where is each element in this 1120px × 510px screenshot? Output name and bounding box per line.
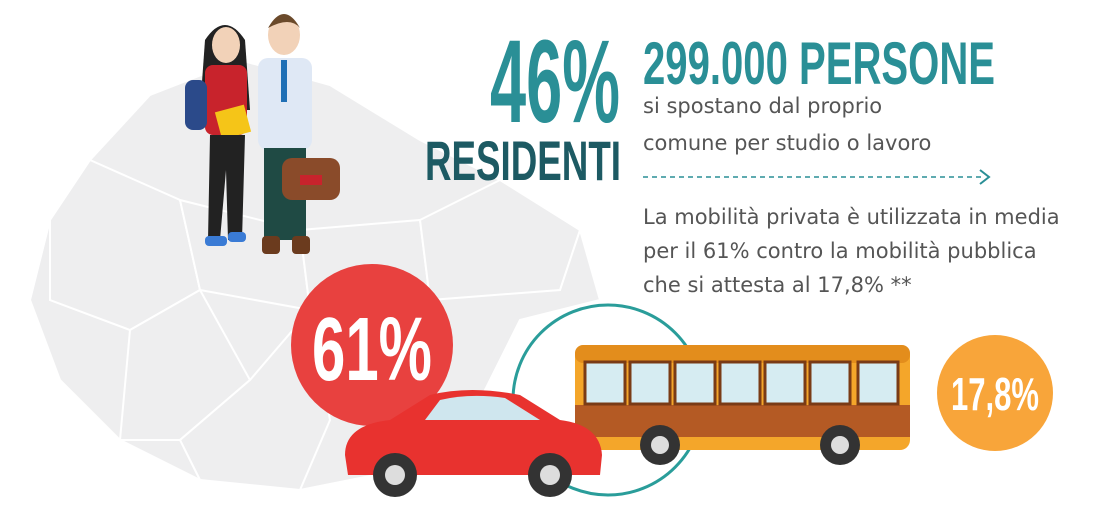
bus-illustration xyxy=(575,345,910,465)
description-line: si spostano dal proprio xyxy=(643,94,882,118)
mobility-line: per il 61% contro la mobilità pubblica xyxy=(643,239,1037,263)
private-percent: 61% xyxy=(312,300,432,400)
private-badge xyxy=(291,264,453,426)
car-illustration xyxy=(345,390,602,497)
description-line: comune per studio o lavoro xyxy=(643,131,931,155)
headline-label: RESIDENTI xyxy=(425,129,621,192)
headline-count: 299.000 PERSONE xyxy=(643,30,995,97)
headline-percent: 46% xyxy=(490,16,620,148)
public-percent: 17,8% xyxy=(951,368,1039,420)
public-badge xyxy=(937,335,1053,451)
people-illustration xyxy=(185,14,340,254)
mobility-line: La mobilità privata è utilizzata in medi… xyxy=(643,205,1060,229)
mobility-line: che si attesta al 17,8% ** xyxy=(643,273,912,297)
arrow-head xyxy=(979,169,991,185)
